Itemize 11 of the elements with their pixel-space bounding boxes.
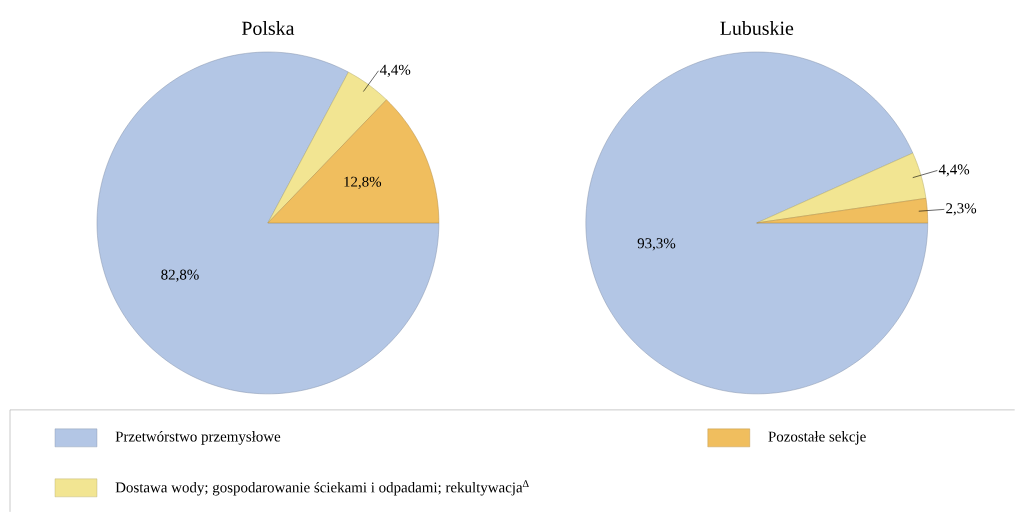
legend-label: Pozostałe sekcje	[768, 431, 866, 445]
chart-title: Lubuskie	[720, 20, 794, 35]
legend-label: Dostawa wody; gospodarowanie ściekami i odpadami; rekultywacja$^{∆}$	[115, 480, 529, 496]
data-label: 93,3%	[637, 238, 676, 251]
data-label: 82,8%	[161, 269, 199, 282]
data-label: 2,3%	[946, 203, 977, 216]
data-label: 4,4%	[379, 64, 411, 77]
legend-label: Przetwórstwo przemysłowe	[115, 431, 281, 445]
data-label: 4,4%	[938, 164, 970, 177]
chart-title: Polska	[241, 20, 295, 35]
data-label: 12,8%	[344, 176, 382, 189]
